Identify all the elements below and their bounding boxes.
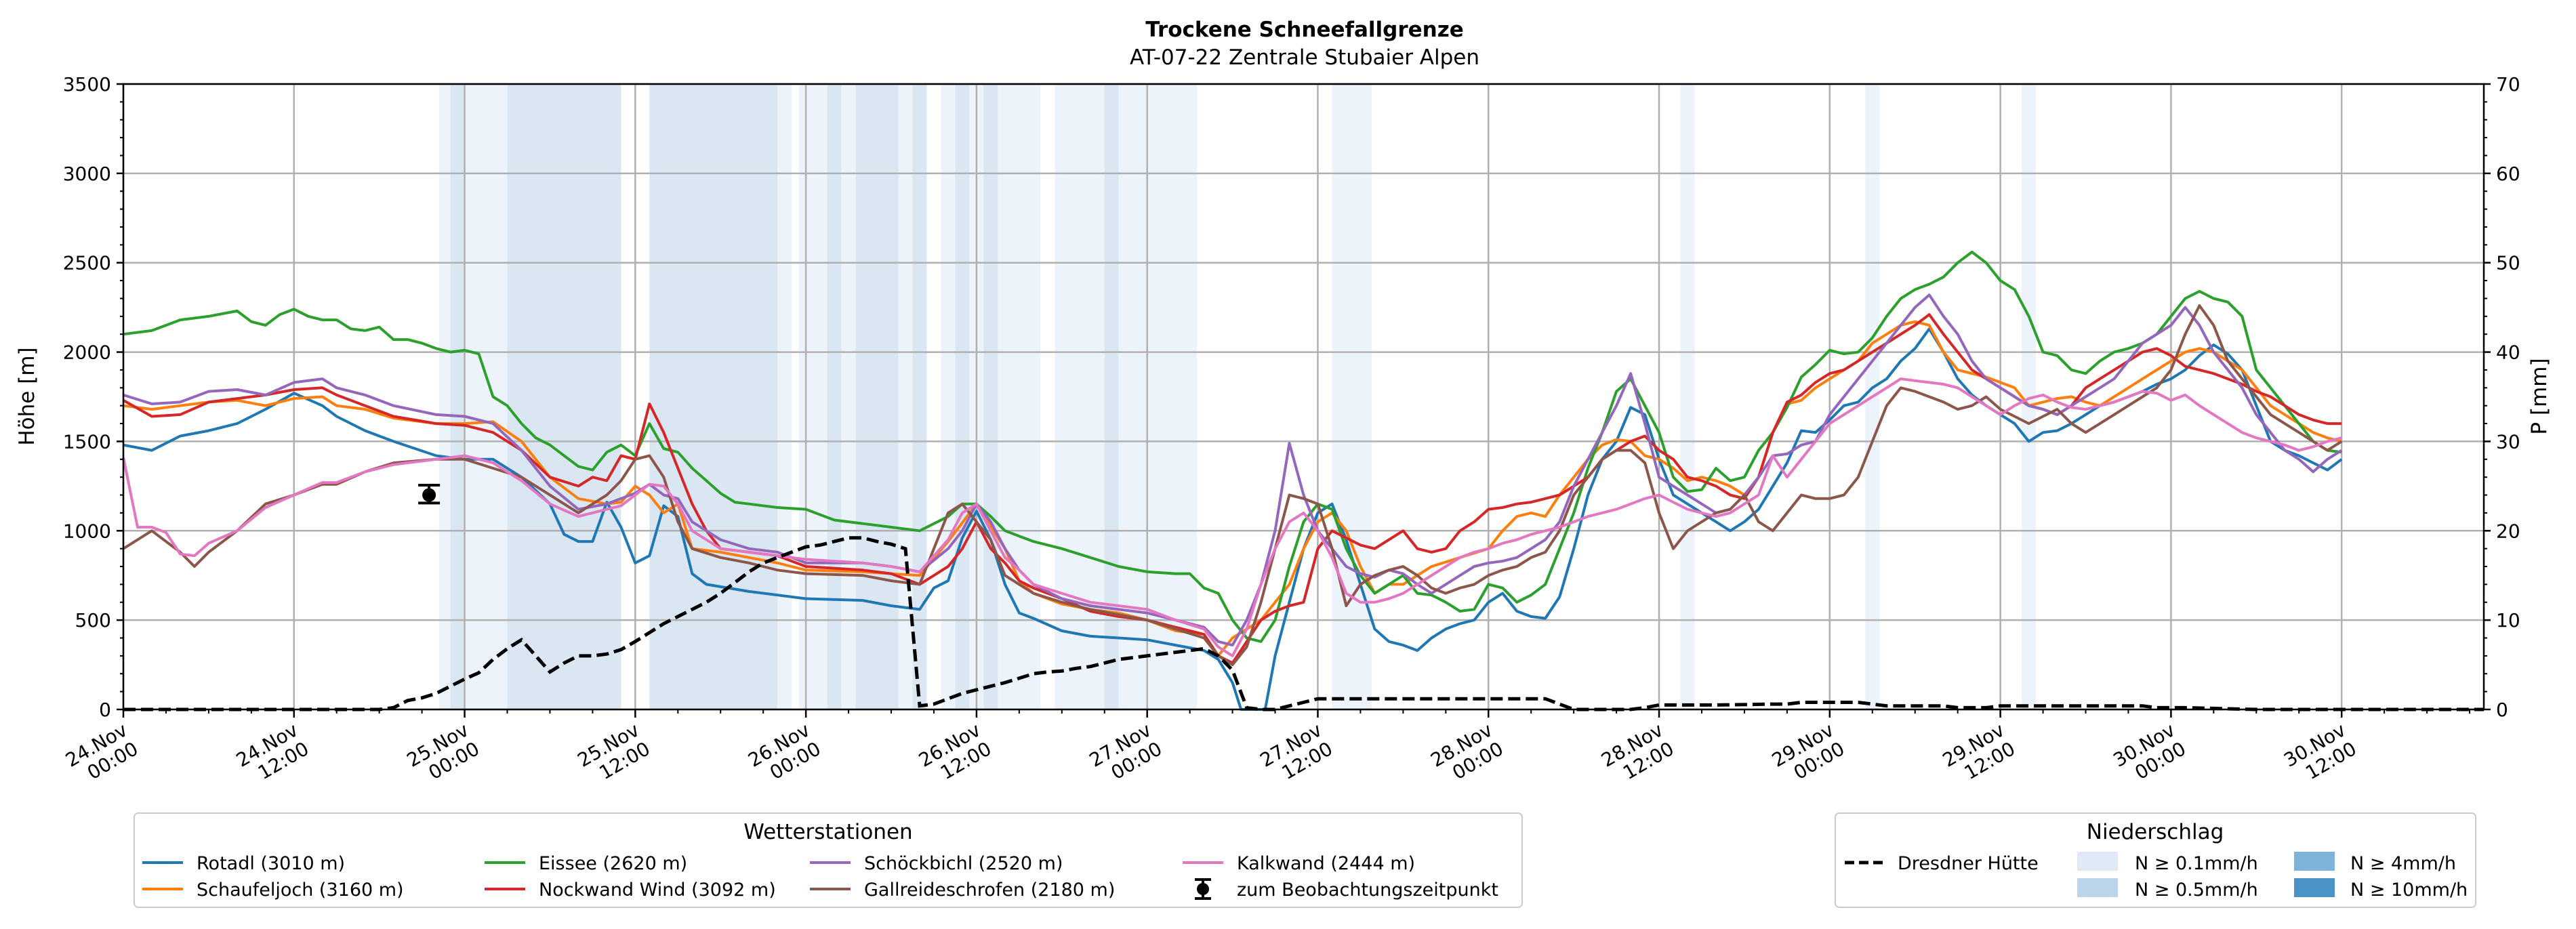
precip-band bbox=[941, 84, 956, 709]
precip-band bbox=[841, 84, 856, 709]
precip-band bbox=[649, 84, 778, 709]
legend-swatch-precip-2 bbox=[2077, 878, 2118, 897]
y-tick-label: 1000 bbox=[63, 520, 111, 542]
y2-tick-label: 70 bbox=[2496, 73, 2520, 96]
precip-band bbox=[2022, 84, 2037, 709]
legend-precip-threshold-2: N ≥ 0.5mm/h bbox=[2135, 880, 2258, 901]
legend-label-1: Schaufeljoch (3160 m) bbox=[197, 880, 404, 901]
station-legend-items: Rotadl (3010 m) Schaufeljoch (3160 m) Eiss… bbox=[142, 853, 1498, 901]
legend-precip-threshold-1: N ≥ 0.1mm/h bbox=[2135, 853, 2258, 874]
precip-band bbox=[827, 84, 842, 709]
legend-obs-point bbox=[1197, 883, 1209, 895]
precip-band bbox=[998, 84, 1041, 709]
precip-band bbox=[955, 84, 970, 709]
y2-tick-label: 40 bbox=[2496, 342, 2520, 364]
precip-legend-items: Dresdner Hütte N ≥ 0.1mm/h N ≥ 0.5mm/h N ≥ … bbox=[1845, 852, 2468, 901]
series-line-1 bbox=[123, 320, 2342, 657]
legend-label-4: Schöckbichl (2520 m) bbox=[864, 853, 1063, 874]
legend-label-0: Rotadl (3010 m) bbox=[197, 853, 345, 874]
precip-band bbox=[777, 84, 792, 709]
precip-bands bbox=[438, 84, 2037, 709]
chart-title: Trockene Schneefallgrenze bbox=[1145, 18, 1464, 42]
y-tick-label: 1500 bbox=[63, 430, 111, 453]
precip-band bbox=[798, 84, 827, 709]
precip-band bbox=[983, 84, 998, 709]
y-tick-label: 500 bbox=[75, 609, 111, 632]
axes: 0 500 1000 1500 2000 2500 3000 3500 0 10 20 30 40 50 6… bbox=[62, 73, 2520, 784]
precip-band bbox=[450, 84, 465, 709]
y-tick-label: 3000 bbox=[63, 163, 111, 185]
precip-band bbox=[912, 84, 927, 709]
station-lines bbox=[122, 250, 2343, 711]
y-tick-label: 3500 bbox=[63, 73, 111, 96]
legend-label-2: Eissee (2620 m) bbox=[539, 853, 687, 874]
y2-tick-label: 20 bbox=[2496, 520, 2520, 542]
legend-label-6: Kalkwand (2444 m) bbox=[1237, 853, 1415, 874]
y-tick-label: 2500 bbox=[63, 252, 111, 274]
precip-band bbox=[1332, 84, 1372, 709]
y2-tick-label: 10 bbox=[2496, 609, 2520, 632]
y2-tick-label: 0 bbox=[2496, 699, 2508, 721]
y-axis-label: Höhe [m] bbox=[15, 347, 39, 445]
legend-precip-threshold-3: N ≥ 4mm/h bbox=[2350, 853, 2456, 874]
y2-axis-label: P [mm] bbox=[2527, 358, 2552, 434]
legend-label-observation: zum Beobachtungszeitpunkt bbox=[1237, 880, 1498, 901]
station-legend-title: Wetterstationen bbox=[743, 820, 912, 844]
precip-line bbox=[123, 536, 2484, 711]
legend-swatch-precip-1 bbox=[2077, 852, 2118, 871]
precip-band bbox=[855, 84, 899, 709]
precip-band bbox=[1104, 84, 1119, 709]
observation-point bbox=[422, 488, 436, 502]
precip-line-group bbox=[123, 536, 2484, 711]
series-line-6 bbox=[122, 377, 2342, 657]
precip-legend: Niederschlag Dresdner Hütte N ≥ 0.1mm/h N … bbox=[1835, 812, 2476, 908]
legend-label-5: Gallreideschrofen (2180 m) bbox=[864, 880, 1115, 901]
precip-band bbox=[898, 84, 913, 709]
y2-tick-label: 30 bbox=[2496, 430, 2520, 453]
legend-precip-label: Dresdner Hütte bbox=[1898, 853, 2039, 874]
precip-legend-title: Niederschlag bbox=[2087, 820, 2224, 844]
precip-band bbox=[1680, 84, 1695, 709]
chart-subtitle: AT-07-22 Zentrale Stubaier Alpen bbox=[1130, 45, 1479, 70]
precip-band bbox=[464, 84, 508, 709]
series-line-2 bbox=[123, 250, 2342, 643]
y-tick-label: 0 bbox=[99, 699, 111, 721]
precip-band bbox=[1118, 84, 1133, 709]
precip-band bbox=[1055, 84, 1105, 709]
precip-band bbox=[507, 84, 621, 709]
legend-swatch-precip-4 bbox=[2294, 878, 2335, 897]
y2-tick-label: 50 bbox=[2496, 252, 2520, 274]
legend-precip-threshold-4: N ≥ 10mm/h bbox=[2350, 880, 2468, 901]
observation-group bbox=[418, 484, 441, 505]
y-tick-label: 2000 bbox=[63, 342, 111, 364]
series-line-5 bbox=[122, 304, 2343, 667]
y2-tick-label: 60 bbox=[2496, 163, 2520, 185]
station-legend: Wetterstationen Rotadl (3010 m) Schaufelj… bbox=[134, 812, 1523, 908]
precip-band bbox=[1132, 84, 1198, 709]
station-legend-frame bbox=[134, 812, 1523, 908]
plot-frame bbox=[122, 83, 2485, 711]
legend-swatch-precip-3 bbox=[2294, 852, 2335, 871]
legend-label-3: Nockwand Wind (3092 m) bbox=[539, 880, 776, 901]
precip-band bbox=[438, 84, 451, 709]
series-line-0 bbox=[123, 327, 2343, 711]
